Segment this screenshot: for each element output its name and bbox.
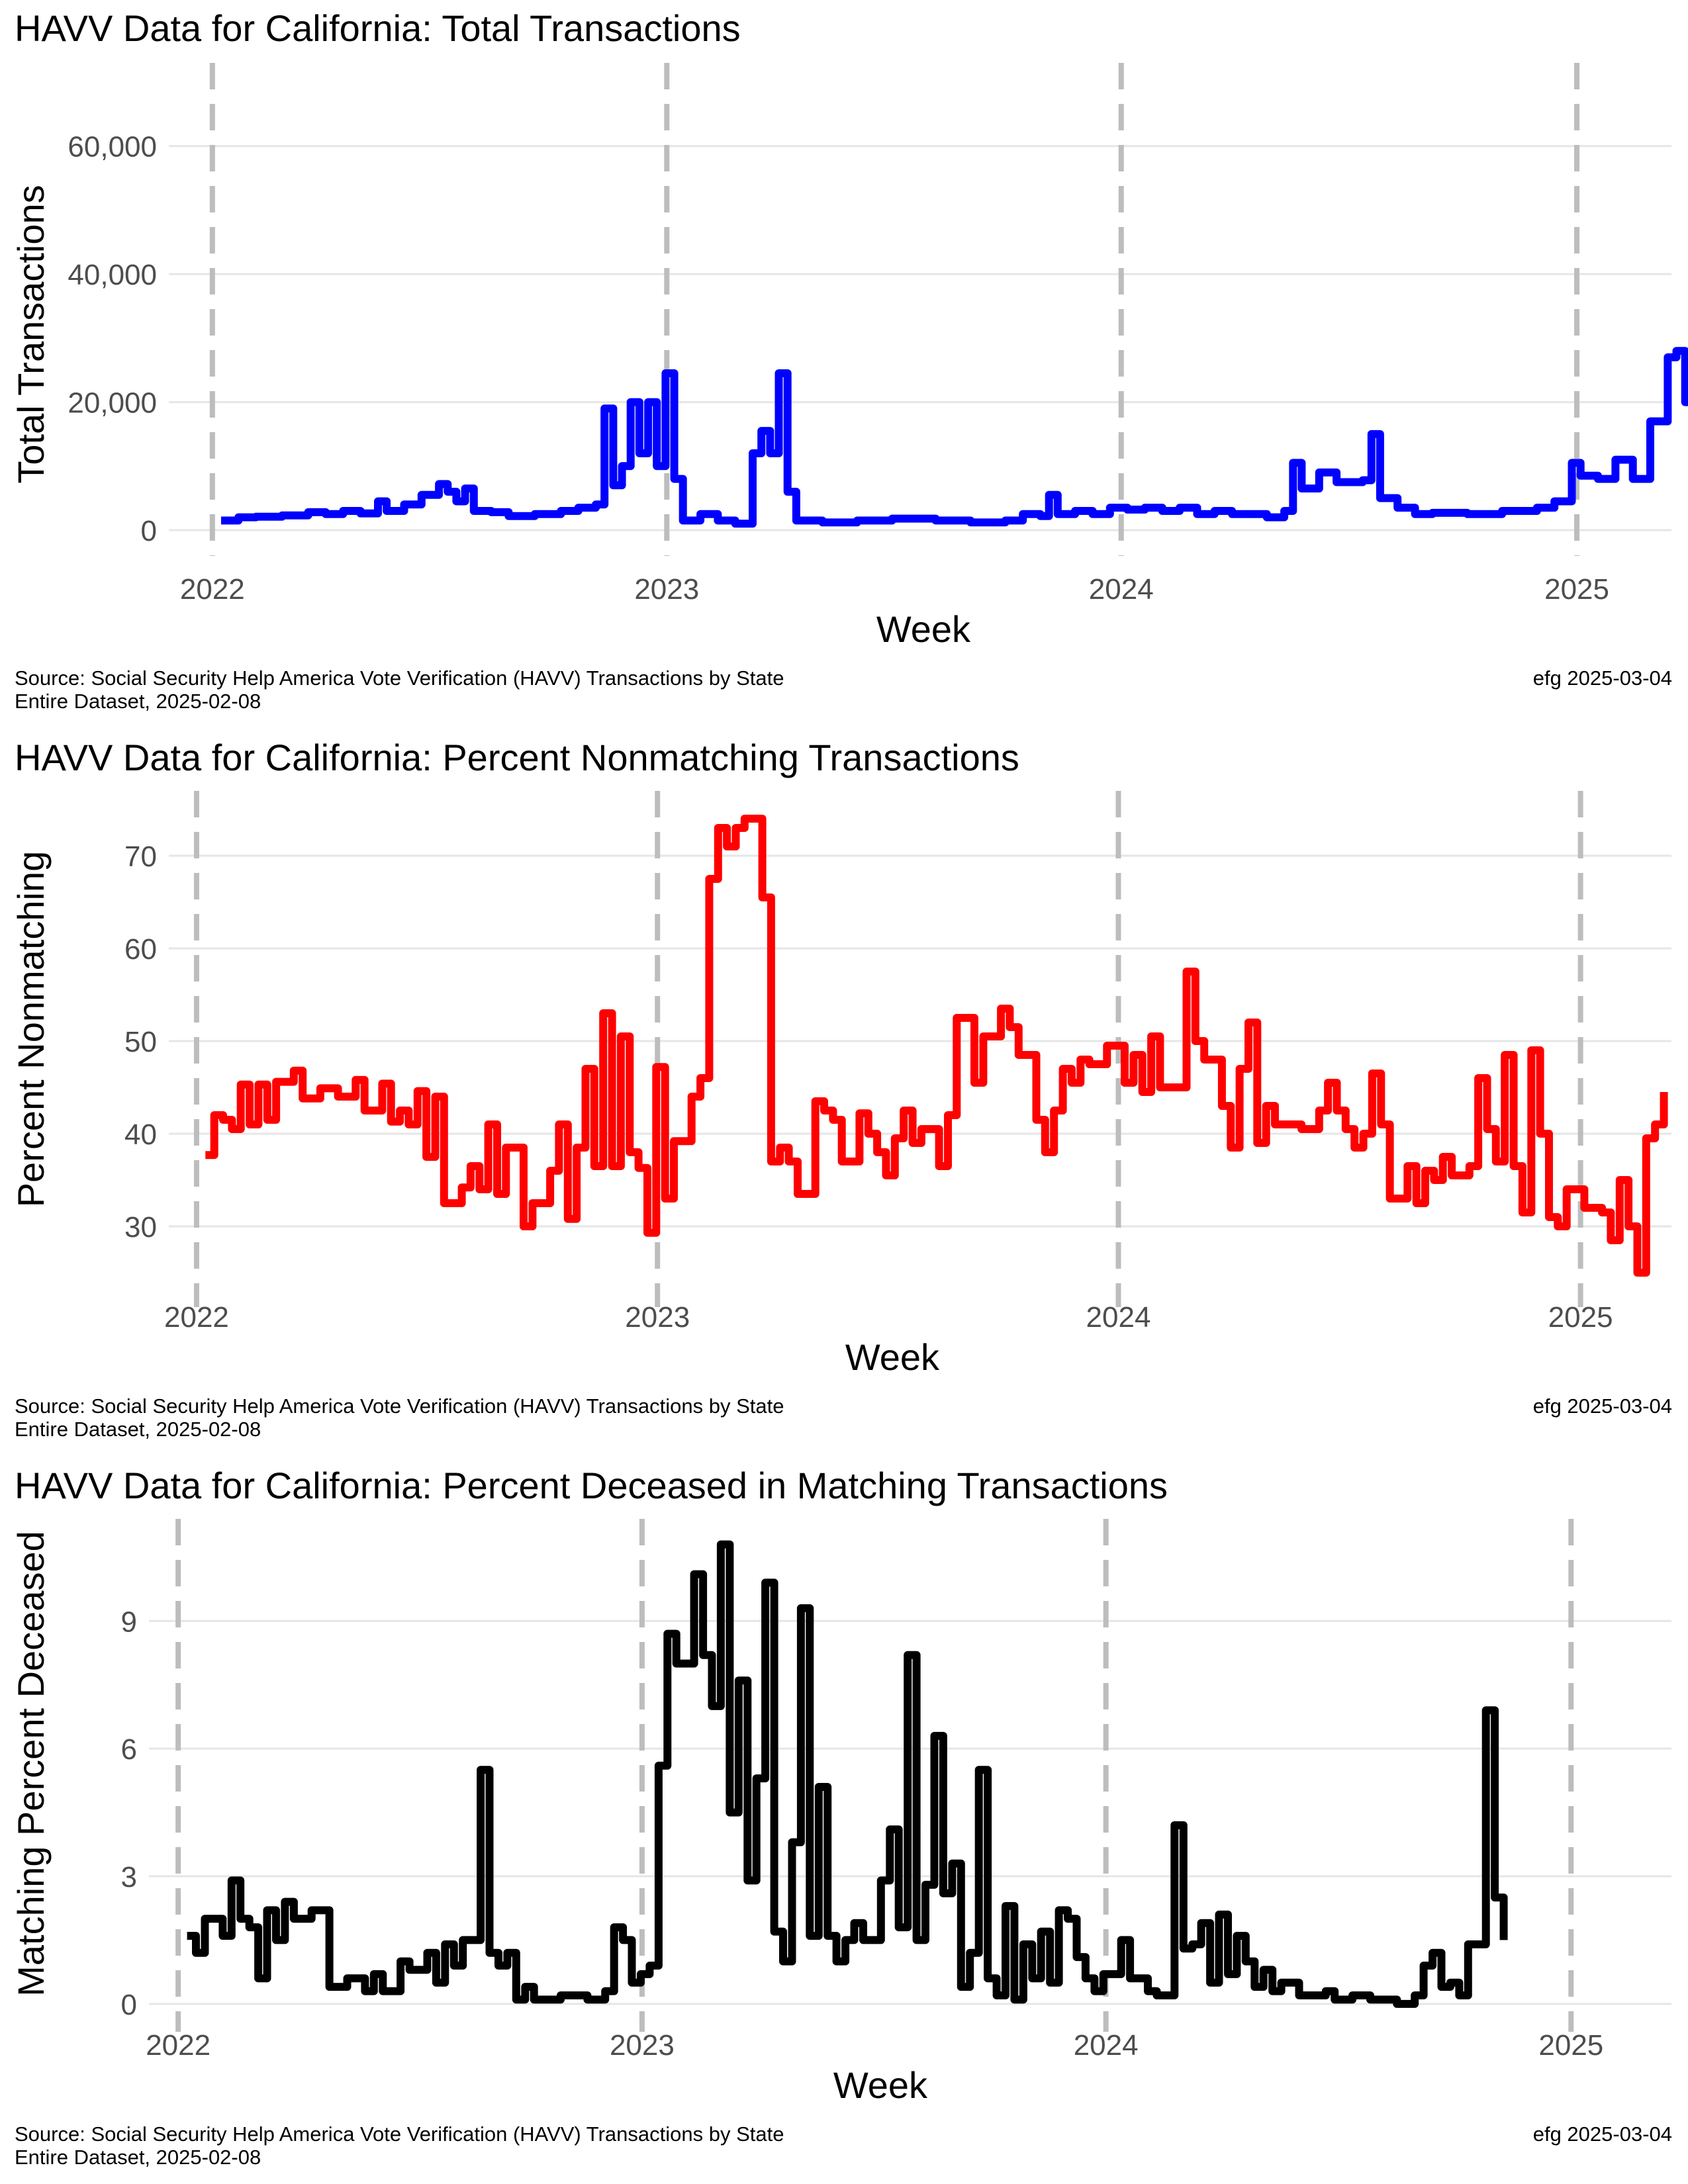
panel-percent-deceased: HAVV Data for California: Percent Deceas… [10,1465,1672,2169]
panel-percent-nonmatching: HAVV Data for California: Percent Nonmat… [10,737,1672,1441]
panel-1-source-line-2: Entire Dataset, 2025-02-08 [15,690,261,713]
panel-3-y-tick-labels: 0 3 6 9 [121,1606,137,2021]
y-tick-label: 0 [141,515,157,547]
panel-3-series-line [187,1540,1508,2008]
panel-3-source-line-2: Entire Dataset, 2025-02-08 [15,2146,261,2169]
panel-1-gridlines [169,145,1671,531]
y-tick-label: 40,000 [68,259,157,291]
panel-2-vlines [193,791,1583,1307]
panel-2-title: HAVV Data for California: Percent Nonmat… [15,737,1019,778]
y-tick-label: 30 [124,1211,157,1244]
panel-1-title: HAVV Data for California: Total Transact… [15,7,741,49]
x-tick-label: 2025 [1548,1301,1613,1334]
x-tick-label: 2022 [180,573,245,606]
y-tick-label: 9 [121,1606,137,1638]
panel-2-credit: efg 2025-03-04 [1533,1394,1672,1418]
panel-2-source-line-2: Entire Dataset, 2025-02-08 [15,1418,261,1441]
y-tick-label: 20,000 [68,387,157,420]
panel-1-y-axis-title: Total Transactions [10,185,52,483]
panel-2-x-axis-title: Week [845,1336,940,1378]
panel-1-series-line [221,347,1688,528]
x-tick-label: 2024 [1086,1301,1151,1334]
y-tick-label: 40 [124,1118,157,1151]
x-tick-label: 2024 [1089,573,1154,606]
panel-1-credit: efg 2025-03-04 [1533,666,1672,690]
panel-2-y-axis-title: Percent Nonmatching [10,851,52,1208]
panel-2-series-line [205,815,1668,1277]
y-tick-label: 50 [124,1026,157,1058]
x-tick-label: 2022 [164,1301,229,1334]
panel-3-source-line-1: Source: Social Security Help America Vot… [15,2122,784,2146]
x-tick-label: 2025 [1538,2029,1603,2062]
y-tick-label: 0 [121,1989,137,2021]
panel-2-source-line-1: Source: Social Security Help America Vot… [15,1394,784,1418]
panel-3-credit: efg 2025-03-04 [1533,2122,1672,2146]
y-tick-label: 60 [124,933,157,966]
panel-2-y-tick-labels: 30 40 50 60 70 [124,841,157,1244]
panel-total-transactions: HAVV Data for California: Total Transact… [10,7,1688,713]
x-tick-label: 2024 [1074,2029,1139,2062]
panel-1-y-tick-labels: 0 20,000 40,000 60,000 [68,131,157,547]
y-tick-label: 60,000 [68,131,157,163]
panel-1-source-line-1: Source: Social Security Help America Vot… [15,666,784,690]
panel-3-x-tick-labels: 2022 2023 2024 2025 [146,2029,1603,2062]
y-tick-label: 3 [121,1861,137,1893]
panel-3-title: HAVV Data for California: Percent Deceas… [15,1465,1168,1506]
panel-3-x-axis-title: Week [833,2064,928,2106]
panel-1-x-axis-title: Week [876,608,971,650]
x-tick-label: 2022 [146,2029,211,2062]
x-tick-label: 2025 [1544,573,1609,606]
panel-3-y-axis-title: Matching Percent Deceased [10,1531,52,1997]
x-tick-label: 2023 [634,573,699,606]
panel-1-x-tick-labels: 2022 2023 2024 2025 [180,573,1609,606]
panel-2-x-tick-labels: 2022 2023 2024 2025 [164,1301,1613,1334]
panel-3-vlines [175,1519,1574,2032]
y-tick-label: 6 [121,1733,137,1766]
y-tick-label: 70 [124,841,157,873]
x-tick-label: 2023 [610,2029,675,2062]
x-tick-label: 2023 [625,1301,690,1334]
panel-2-gridlines [169,854,1671,1228]
